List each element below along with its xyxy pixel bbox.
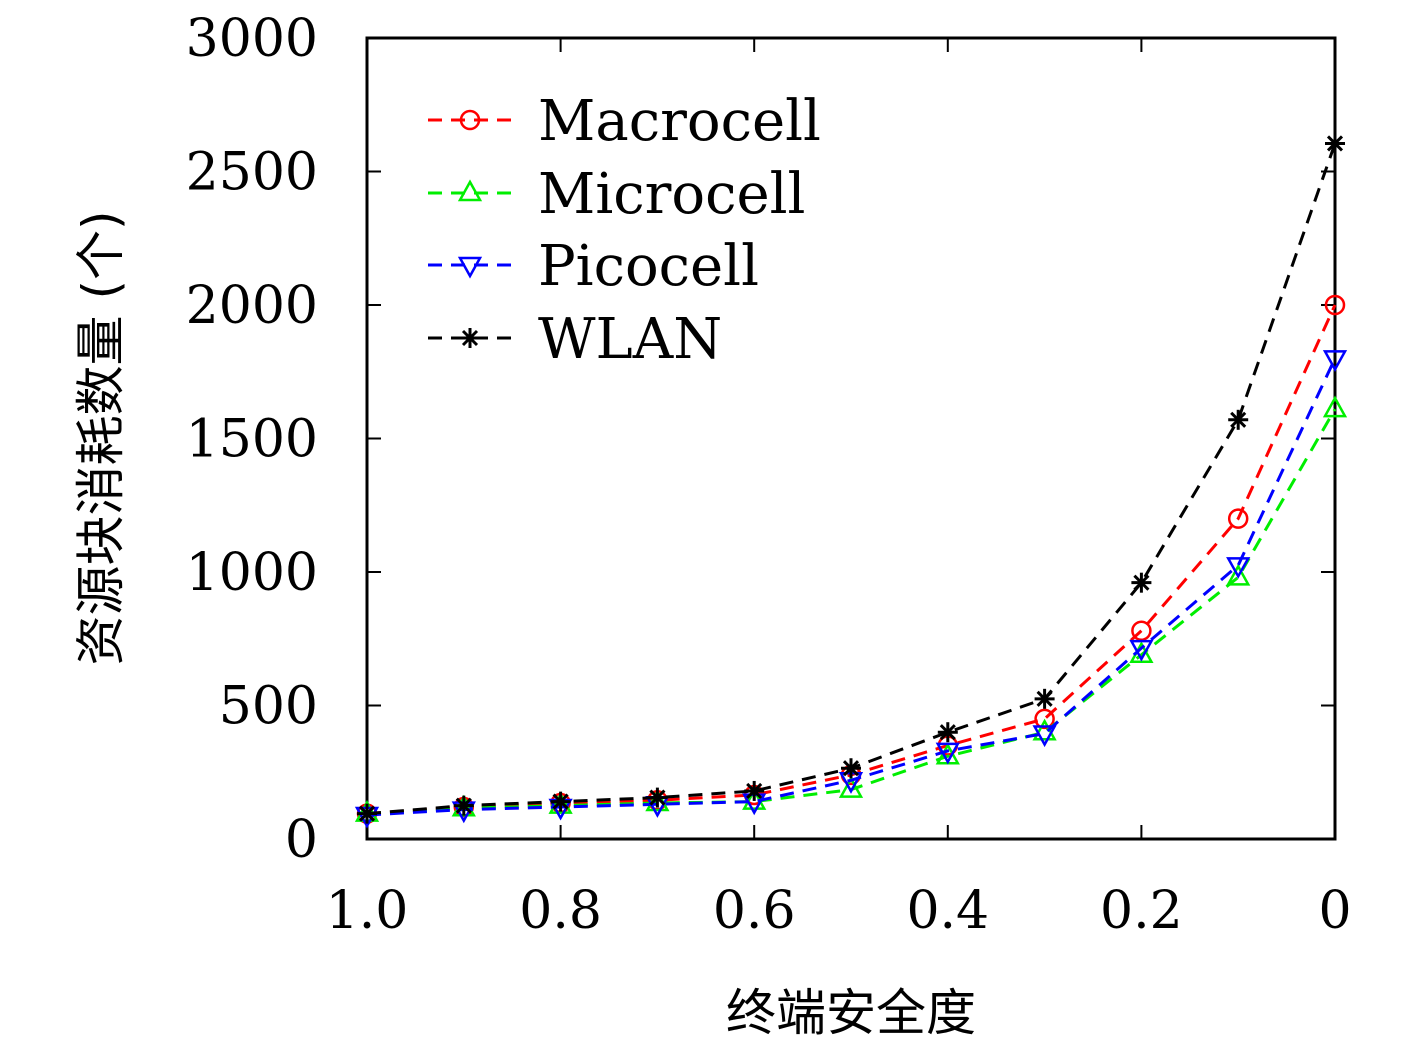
data-point-picocell (1032, 725, 1057, 748)
x-tick-label: 0.6 (713, 881, 796, 941)
x-tick-label: 1.0 (326, 881, 409, 941)
data-point-wlan (1228, 409, 1249, 430)
series-macrocell (356, 294, 1346, 824)
series-layer (354, 133, 1348, 829)
x-tick-label: 0.4 (906, 881, 989, 941)
y-tick-label: 1000 (186, 543, 318, 603)
data-point-wlan (550, 791, 571, 812)
legend-label: Picocell (538, 234, 759, 299)
data-point-wlan (647, 787, 668, 808)
data-point-wlan (1034, 688, 1055, 709)
series-line-microcell (366, 408, 1337, 816)
data-point-wlan (744, 780, 765, 801)
x-tick-label: 0.8 (519, 881, 602, 941)
data-point-macrocell (1034, 708, 1055, 730)
legend-entry-macrocell: Macrocell (428, 89, 821, 154)
legend-entry-microcell: Microcell (428, 162, 805, 227)
data-point-macrocell (1227, 508, 1249, 529)
data-point-wlan (357, 803, 377, 824)
x-tick-label: 0.2 (1100, 881, 1183, 941)
data-point-wlan (1325, 133, 1345, 154)
data-point-wlan (841, 758, 861, 779)
y-tick-label: 2000 (186, 276, 318, 336)
legend-label: Microcell (538, 162, 805, 227)
legend: Macrocell Microcell Picocell WLAN (428, 89, 821, 372)
legend-label: WLAN (538, 307, 722, 372)
legend-marker (457, 179, 483, 202)
data-point-macrocell (1131, 620, 1152, 641)
x-axis-title: 终端安全度 (726, 984, 976, 1041)
data-point-wlan (453, 795, 474, 816)
series-microcell (354, 395, 1348, 822)
legend-marker (460, 328, 480, 348)
x-tick-label: 0 (1318, 881, 1351, 941)
data-point-microcell (1322, 395, 1348, 418)
legend-marker (459, 109, 481, 131)
legend-marker (457, 256, 483, 279)
series-line-picocell (366, 357, 1337, 817)
data-point-picocell (1322, 350, 1348, 372)
y-tick-label: 500 (219, 677, 318, 737)
y-tick-label: 0 (285, 810, 318, 870)
axis-ticks: 0 500 1000 1500 2000 2500 3000 1.0 0.8 0.6 0.4 0.2 0 (186, 9, 1352, 941)
series-wlan (357, 133, 1345, 824)
data-point-picocell (1226, 557, 1251, 579)
series-line-wlan (366, 142, 1337, 816)
legend-entry-picocell: Picocell (428, 234, 759, 299)
series-line-macrocell (366, 304, 1337, 816)
y-tick-label: 1500 (186, 410, 318, 470)
data-point-microcell (838, 776, 864, 798)
series-picocell (354, 350, 1348, 829)
y-tick-label: 2500 (186, 143, 318, 203)
y-tick-label: 3000 (186, 9, 318, 69)
plot-frame (365, 36, 1337, 841)
legend-label: Macrocell (538, 89, 821, 154)
data-point-microcell (548, 792, 573, 814)
data-point-wlan (937, 722, 958, 743)
y-axis-title: 资源块消耗数量 (个) (72, 211, 130, 666)
legend-entry-wlan: WLAN (428, 307, 722, 372)
data-point-picocell (1129, 639, 1154, 662)
data-point-macrocell (1324, 294, 1346, 316)
data-point-microcell (1226, 563, 1251, 586)
data-point-wlan (1131, 572, 1152, 593)
data-point-picocell (935, 742, 960, 765)
